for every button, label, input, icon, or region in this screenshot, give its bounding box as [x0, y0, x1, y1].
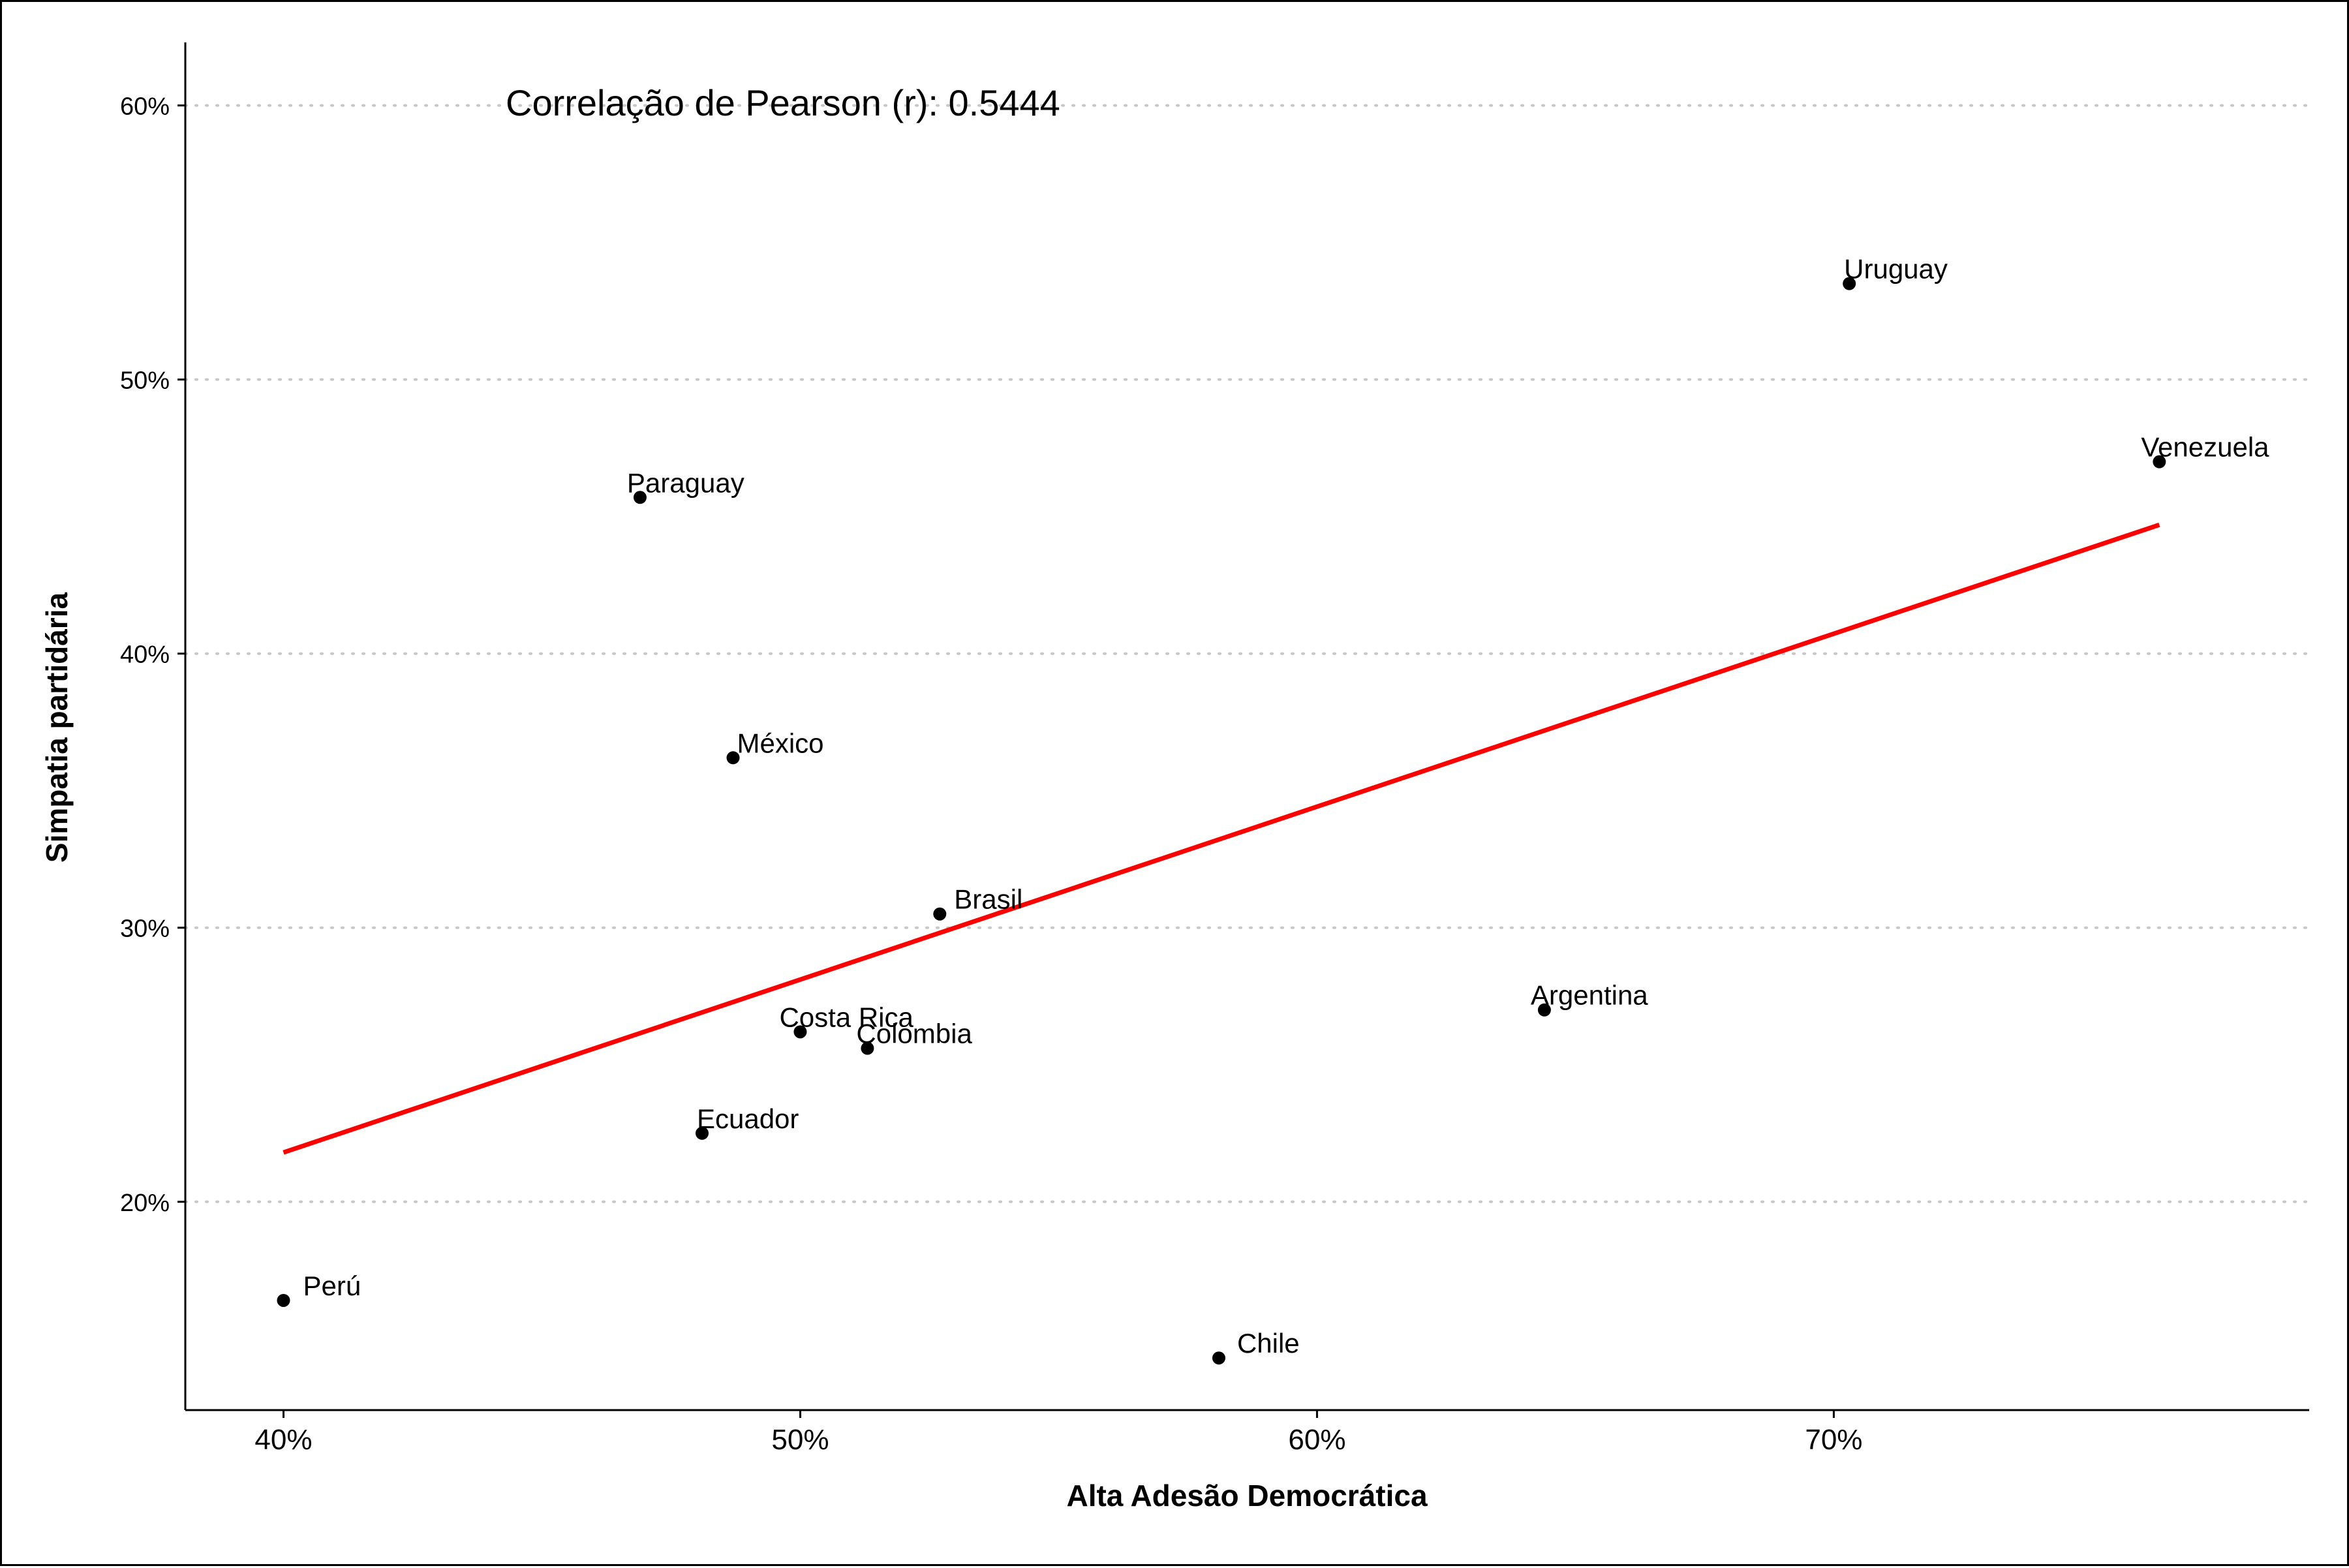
point-label: Costa Rica [779, 1002, 914, 1032]
data-point [695, 1126, 709, 1140]
data-point [861, 1041, 874, 1055]
data-point [933, 907, 947, 921]
pearson-annotation: Correlação de Pearson (r): 0.5444 [506, 82, 1060, 123]
y-axis-title: Simpatia partidária [40, 592, 74, 863]
point-label: Brasil [954, 884, 1022, 915]
x-tick-label: 50% [771, 1424, 829, 1456]
point-label: Argentina [1531, 980, 1648, 1011]
data-point [1843, 277, 1856, 290]
point-label: Venezuela [2141, 432, 2269, 463]
x-tick-label: 40% [254, 1424, 312, 1456]
y-tick-label: 40% [120, 641, 170, 669]
axes: 20% 30% 40% 50% 60% 40% 50% 60% 70% [120, 42, 2309, 1456]
data-point [726, 751, 740, 765]
grid-lines [184, 104, 2311, 1203]
point-label: Paraguay [627, 467, 745, 498]
trend-line-group [283, 522, 2160, 1155]
y-tick-label: 20% [120, 1190, 170, 1217]
data-point [277, 1293, 290, 1307]
x-tick-label: 70% [1805, 1424, 1862, 1456]
data-point [633, 491, 647, 504]
y-tick-label: 50% [120, 367, 170, 395]
point-label: Chile [1237, 1328, 1300, 1359]
x-axis-title: Alta Adesão Democrática [1066, 1479, 1427, 1513]
x-tick-label: 60% [1288, 1424, 1345, 1456]
data-point [2153, 455, 2166, 469]
y-tick-label: 60% [120, 93, 170, 121]
regression-line [283, 522, 2160, 1155]
y-tick-label: 30% [120, 915, 170, 943]
point-label: Perú [303, 1270, 361, 1301]
point-label: Uruguay [1844, 254, 1948, 284]
data-point [1537, 1003, 1551, 1017]
point-label: Colombia [856, 1019, 972, 1049]
point-label: Ecuador [697, 1103, 799, 1134]
data-point [793, 1025, 807, 1039]
data-point [1212, 1351, 1225, 1365]
point-label: México [737, 728, 823, 758]
data-points: Perú Paraguay Ecuador México Costa RicaColom… [277, 254, 2269, 1365]
